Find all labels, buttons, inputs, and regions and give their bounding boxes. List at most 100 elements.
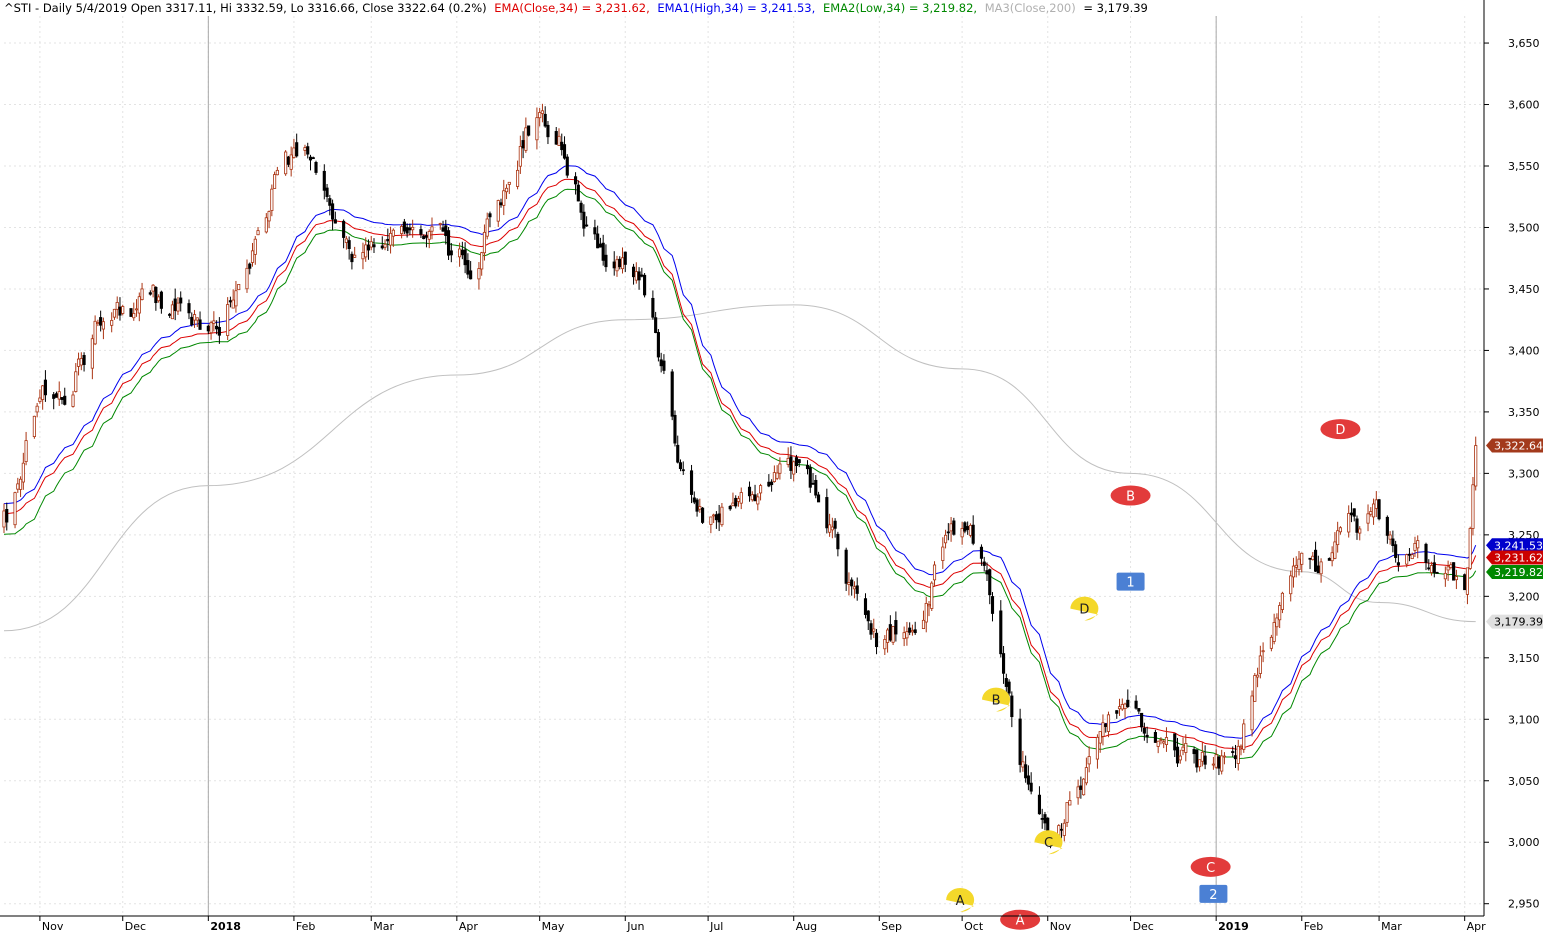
candle — [5, 502, 9, 531]
candle-body — [38, 397, 42, 402]
candle — [946, 523, 950, 541]
candle — [924, 596, 928, 633]
candle — [96, 319, 100, 327]
candle-body — [1280, 592, 1284, 610]
candle-body — [714, 514, 718, 521]
candle-body — [960, 528, 964, 538]
candle — [38, 389, 42, 404]
candle — [678, 459, 683, 472]
candle — [469, 261, 473, 280]
candle-body — [869, 623, 873, 635]
y-tick-label: 3,500 — [1508, 221, 1540, 234]
candle — [1153, 729, 1157, 743]
candle-body — [888, 624, 892, 641]
candle — [720, 502, 724, 527]
candle — [1349, 502, 1354, 523]
candle — [778, 457, 782, 480]
candle-body — [16, 483, 20, 490]
candle — [634, 262, 638, 284]
candle — [1162, 739, 1166, 749]
candle-body — [883, 639, 887, 650]
candle-body — [110, 320, 114, 326]
header-ema-close: EMA(Close,34) = 3,231.62, — [494, 1, 649, 15]
candle — [1311, 552, 1315, 561]
candle-body — [137, 296, 141, 314]
candle — [750, 491, 754, 502]
candle-body — [872, 628, 876, 632]
candle — [1233, 744, 1238, 768]
candle — [1010, 691, 1014, 728]
candle — [267, 210, 271, 229]
candle — [129, 308, 133, 317]
candle-body — [195, 317, 199, 321]
candle — [1452, 562, 1456, 581]
candle — [311, 156, 315, 160]
candle — [19, 476, 23, 498]
ma200-series — [3, 304, 1476, 632]
candle — [579, 200, 583, 221]
candle-body — [176, 302, 180, 312]
candle-body — [1159, 739, 1163, 741]
candle-body — [179, 297, 183, 304]
candle — [949, 516, 953, 542]
candle-body — [1333, 541, 1337, 559]
candle-body — [941, 546, 945, 561]
candle-body — [1468, 528, 1472, 569]
candle — [1291, 557, 1296, 588]
candle — [496, 199, 500, 227]
candle-body — [560, 141, 564, 151]
candle — [756, 493, 760, 511]
candle-body — [364, 244, 368, 258]
candle — [1120, 698, 1124, 711]
candle-body — [469, 270, 473, 280]
candle — [159, 290, 163, 314]
candle — [2, 503, 6, 533]
candle — [430, 217, 434, 240]
candle-body — [615, 259, 619, 272]
candle-body — [759, 485, 763, 494]
candle-body — [256, 230, 260, 236]
candle — [1134, 695, 1138, 710]
candle-body — [1043, 814, 1047, 824]
candle — [1289, 570, 1293, 602]
annotation-label: 1 — [1126, 576, 1134, 591]
candle — [1377, 498, 1381, 521]
candle — [1222, 752, 1227, 765]
candle-body — [54, 393, 59, 398]
annotation-yellow-c: C — [1034, 830, 1063, 855]
candle — [170, 300, 174, 320]
candle-body — [1004, 678, 1008, 687]
candle — [253, 236, 257, 265]
candle-body — [1242, 723, 1246, 750]
candle-body — [1082, 778, 1086, 796]
candle-body — [1289, 575, 1293, 595]
candle — [391, 228, 395, 247]
candle-body — [596, 233, 600, 249]
candle-body — [1258, 655, 1262, 674]
annotation-red-a: A — [1000, 909, 1041, 930]
candle-body — [1065, 802, 1069, 823]
candle — [990, 592, 995, 622]
candle — [775, 465, 779, 481]
annotation-marker — [1199, 884, 1228, 903]
candle — [913, 621, 917, 635]
candle — [1029, 772, 1033, 795]
candle-body — [1153, 732, 1157, 743]
candle — [651, 290, 655, 320]
price-tag-label: 3,231.62 — [1494, 551, 1543, 564]
candle — [759, 483, 763, 501]
candle — [767, 474, 771, 488]
candle — [342, 219, 346, 249]
candle-body — [565, 156, 569, 176]
candle — [256, 227, 260, 236]
candle-body — [656, 332, 660, 358]
candle-body — [96, 322, 100, 325]
candle — [176, 297, 180, 315]
candle-body — [408, 227, 412, 231]
price-tag-bg — [1486, 438, 1543, 453]
candle-body — [979, 546, 984, 559]
candle — [866, 610, 870, 631]
candle — [792, 460, 796, 482]
candle-body — [874, 632, 879, 648]
candle-body — [217, 327, 221, 336]
